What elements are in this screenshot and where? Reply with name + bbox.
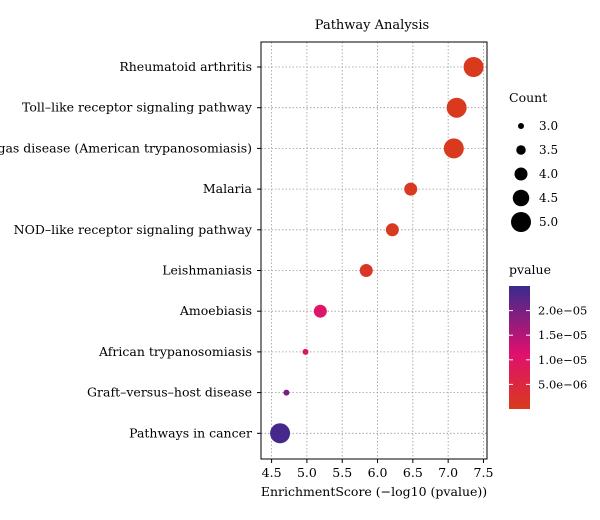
x-tick-label-3: 6.0 (368, 465, 388, 480)
x-axis-label: EnrichmentScore (−log10 (pvalue)) (261, 484, 487, 499)
x-axis-ticks: 4.5 5.0 5.5 6.0 6.5 7.0 7.5 (262, 459, 494, 480)
data-point-2 (443, 138, 464, 159)
data-point-0 (463, 57, 484, 77)
size-legend-dot-3 (512, 189, 530, 207)
size-legend-label-1: 3.5 (539, 143, 558, 157)
data-point-6 (313, 304, 327, 318)
pvalue-colorbar-ticks: 2.0e−05 1.5e−05 1.0e−05 5.0e−06 (509, 304, 587, 391)
colorbar-tick-label-3: 5.0e−06 (538, 377, 587, 391)
x-tick-label-0: 4.5 (262, 465, 282, 480)
y-axis-labels: Rheumatoid arthritis Toll–like receptor s… (0, 59, 261, 440)
pvalue-colorbar (509, 286, 530, 409)
x-tick-label-2: 5.5 (332, 465, 352, 480)
x-tick-label-4: 6.5 (403, 465, 423, 480)
y-tick-label-2: Chagas disease (American trypanosomiasis… (0, 140, 252, 155)
y-tick-label-6: Amoebiasis (179, 303, 252, 318)
y-tick-label-0: Rheumatoid arthritis (119, 59, 252, 74)
size-legend-label-2: 4.0 (539, 167, 558, 181)
data-point-1 (446, 97, 467, 118)
y-tick-label-9: Pathways in cancer (129, 425, 252, 440)
data-point-4 (385, 223, 399, 237)
size-legend-title: Count (509, 90, 547, 105)
size-legend-dot-2 (514, 167, 528, 181)
data-point-3 (404, 182, 418, 196)
plot-frame (260, 41, 488, 460)
y-tick-label-8: Graft–versus–host disease (87, 385, 252, 400)
size-legend-label-0: 3.0 (539, 119, 558, 133)
data-point-8 (283, 389, 290, 396)
data-points (270, 57, 484, 444)
colorbar-tick-label-2: 1.0e−05 (538, 353, 587, 367)
y-tick-label-4: NOD–like receptor signaling pathway (14, 222, 253, 237)
pvalue-legend-title: pvalue (509, 262, 551, 277)
x-tick-label-1: 5.0 (297, 465, 317, 480)
x-tick-label-6: 7.5 (474, 465, 494, 480)
x-tick-label-5: 7.0 (438, 465, 458, 480)
data-point-7 (302, 348, 309, 355)
size-legend-items: 3.0 3.5 4.0 4.5 5.0 (511, 119, 558, 232)
size-legend-label-4: 5.0 (539, 215, 558, 229)
gridlines (261, 42, 487, 459)
data-point-5 (359, 264, 373, 277)
pvalue-legend: pvalue 2.0e−05 1.5e−05 1.0e−05 5.0e−06 (509, 262, 587, 409)
size-legend: Count 3.0 3.5 4.0 4.5 5.0 (509, 90, 558, 232)
chart-title: Pathway Analysis (315, 18, 429, 33)
data-point-9 (270, 423, 291, 444)
y-tick-label-3: Malaria (203, 181, 253, 196)
y-tick-label-1: Toll–like receptor signaling pathway (22, 100, 253, 115)
size-legend-dot-1 (516, 145, 526, 155)
y-tick-label-7: African trypanosomiasis (98, 344, 252, 359)
colorbar-tick-label-0: 2.0e−05 (538, 304, 587, 318)
size-legend-dot-0 (518, 123, 524, 129)
size-legend-label-3: 4.5 (539, 191, 558, 205)
size-legend-dot-4 (511, 212, 531, 232)
y-tick-label-5: Leishmaniasis (162, 263, 252, 278)
colorbar-tick-label-1: 1.5e−05 (538, 328, 587, 342)
